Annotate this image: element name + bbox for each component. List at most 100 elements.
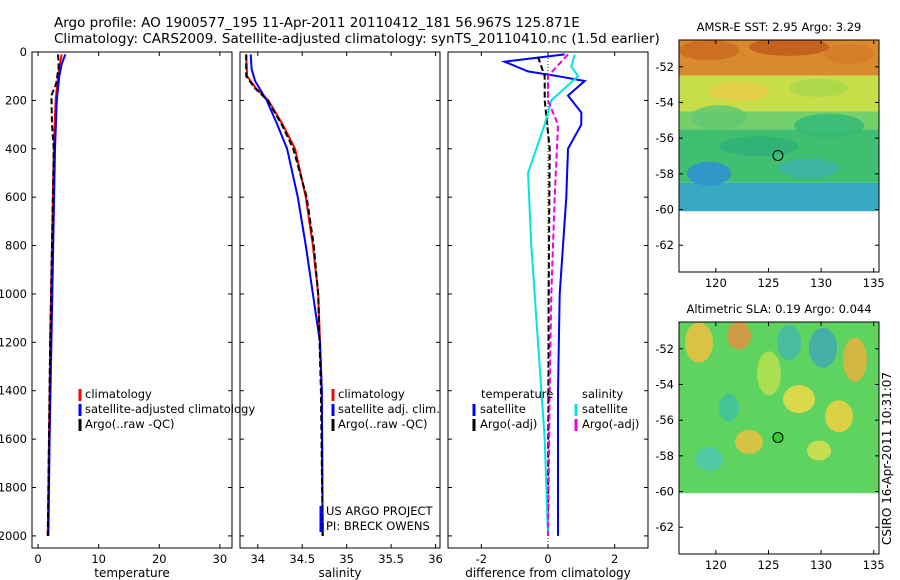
x-tick-label: 120	[705, 276, 727, 290]
x-tick-label: 2	[611, 552, 618, 566]
y-tick-label: -62	[655, 520, 674, 534]
x-tick-label: 35	[339, 552, 354, 566]
legend-label: satellite adj. clim.	[338, 402, 440, 416]
series-line-blue	[500, 53, 587, 536]
map-blob	[719, 136, 799, 157]
legend-label: satellite	[582, 402, 628, 416]
legend-label: Argo(-adj)	[582, 417, 639, 431]
map-blob	[783, 385, 815, 414]
y-tick-label: 1000	[0, 287, 27, 301]
credit-text: US ARGO PROJECT	[326, 504, 434, 518]
y-tick-label: 200	[5, 93, 27, 107]
y-tick-label: 800	[5, 239, 27, 253]
map-blob	[779, 158, 839, 179]
map-title: AMSR-E SST: 2.95 Argo: 3.29	[697, 20, 862, 34]
argo-marker	[772, 149, 784, 161]
x-tick-label: 0	[34, 552, 41, 566]
panel-sla_map: Altimetric SLA: 0.19 Argo: 0.044 -52 -54 -5…	[655, 302, 885, 572]
header-line-2: Climatology: CARS2009. Satellite-adjuste…	[54, 31, 660, 47]
series-line-cyan	[526, 54, 580, 536]
legend-label: climatology	[85, 387, 152, 401]
x-tick-label: 34	[250, 552, 265, 566]
y-tick-label: -60	[655, 203, 674, 217]
legend-label: Argo(-adj)	[480, 417, 537, 431]
legend-header: salinity	[582, 387, 623, 401]
map-blob	[825, 400, 853, 433]
map-field	[679, 322, 879, 494]
map-blob	[749, 40, 829, 56]
legend-label: Argo(..raw -QC)	[85, 417, 175, 431]
x-tick-label: 130	[810, 276, 832, 290]
y-tick-label: -52	[655, 60, 674, 74]
y-tick-label: -54	[655, 95, 674, 109]
y-tick-label: -62	[655, 238, 674, 252]
map-blob	[843, 337, 867, 382]
map-frame	[678, 321, 880, 555]
legend-label: satellite-adjusted climatology	[85, 402, 255, 416]
y-tick-label: -56	[655, 413, 674, 427]
x-tick-label: 130	[810, 558, 832, 572]
map-blob	[695, 447, 723, 472]
panel-salinity: 34 34.5 35 35.5 36 salinity climatologysatelli…	[239, 51, 443, 580]
x-tick-label: 135	[863, 558, 885, 572]
map-blob	[735, 429, 763, 454]
plot-frame	[31, 51, 233, 549]
y-tick-label: 600	[5, 190, 27, 204]
map-field	[679, 40, 879, 212]
series-line-black	[46, 54, 60, 536]
y-tick-label: 2000	[0, 529, 27, 543]
map-blob	[809, 327, 837, 368]
y-tick-label: -58	[655, 449, 674, 463]
x-axis-label: temperature	[94, 566, 169, 580]
legend-label: satellite	[480, 402, 526, 416]
map-blob	[685, 322, 713, 363]
legend-header: temperature	[481, 387, 553, 401]
map-blob	[789, 78, 849, 97]
legend-label: climatology	[338, 387, 405, 401]
x-tick-label: 10	[91, 552, 106, 566]
x-tick-label: 36	[428, 552, 443, 566]
map-band	[679, 182, 879, 212]
map-blob	[691, 105, 747, 130]
x-tick-label: 0	[544, 552, 551, 566]
credit-text: PI: BRECK OWENS	[326, 519, 430, 533]
map-blob	[794, 113, 864, 138]
map-blob	[757, 351, 781, 396]
x-tick-label: 30	[213, 552, 228, 566]
x-tick-label: 135	[863, 276, 885, 290]
x-tick-label: 125	[757, 276, 779, 290]
x-tick-label: 35.5	[378, 552, 404, 566]
y-tick-label: 400	[5, 142, 27, 156]
timestamp-label: CSIRO 16-Apr-2011 10:31:07	[880, 372, 894, 545]
y-tick-label: -56	[655, 131, 674, 145]
map-blob	[807, 440, 831, 461]
plot-frame	[239, 51, 441, 549]
y-tick-label: 1400	[0, 384, 27, 398]
y-tick-label: -54	[655, 377, 674, 391]
x-axis-label: difference from climatology	[465, 566, 631, 580]
map-blob	[687, 161, 731, 186]
series-line-red	[245, 54, 324, 536]
map-blob	[824, 43, 874, 64]
y-tick-label: -60	[655, 485, 674, 499]
argo-marker	[772, 431, 784, 443]
y-tick-label: 1800	[0, 481, 27, 495]
panel-temperature: 0 200 400 600 800 1000 1200 1400 1600 1800 2000 0 10…	[0, 45, 255, 580]
y-tick-label: -52	[655, 342, 674, 356]
map-frame	[678, 39, 880, 273]
x-tick-label: 34.5	[289, 552, 315, 566]
panel-sst_map: AMSR-E SST: 2.95 Argo: 3.29 -52 -54 -56 -58 -…	[655, 20, 885, 290]
map-title: Altimetric SLA: 0.19 Argo: 0.044	[686, 302, 871, 316]
map-blob	[679, 40, 739, 61]
x-tick-label: 125	[757, 558, 779, 572]
y-tick-label: 1200	[0, 335, 27, 349]
map-blob	[719, 393, 739, 422]
y-tick-label: 0	[20, 45, 27, 59]
x-tick-label: 120	[705, 558, 727, 572]
series-line-blue	[249, 54, 324, 536]
x-tick-label: -2	[476, 552, 487, 566]
y-tick-label: -58	[655, 167, 674, 181]
